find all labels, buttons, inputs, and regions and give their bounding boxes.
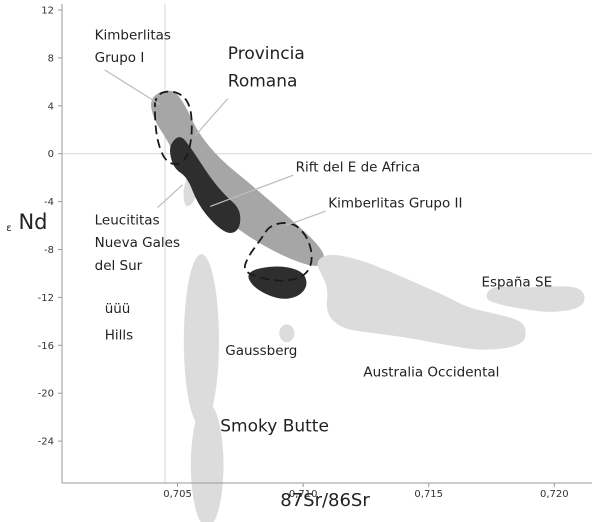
field-smoky-butte: [190, 402, 224, 522]
x-tick-label: 0,705: [163, 489, 192, 500]
y-tick-label: -16: [38, 341, 54, 352]
label-leuc-l2: Nueva Gales: [95, 235, 180, 251]
label-leuc-l3: del Sur: [95, 258, 143, 274]
label-romana-l2: Romana: [228, 72, 298, 92]
field-espana-se: [486, 286, 585, 312]
y-tick-label: -24: [38, 437, 54, 448]
label-kimb1-l2: Grupo I: [95, 50, 145, 66]
y-tick-label: 8: [48, 53, 54, 64]
fields-layer: [62, 4, 592, 522]
field-leucititas-nueva-gales-del-sur: [170, 137, 241, 234]
field-provincia-romana: [151, 90, 325, 266]
field-australia-occidental: [317, 254, 526, 350]
y-tick-label: -12: [38, 293, 54, 304]
label-hills-l1: üüü: [105, 301, 131, 317]
provincia-romana-leader: [194, 98, 229, 137]
label-kimb1-l1: Kimberlitas: [95, 27, 171, 43]
y-tick-label: -4: [44, 197, 54, 208]
label-espana: España SE: [481, 275, 552, 291]
kimberlitas-grupo-ii-leader: [285, 210, 326, 227]
leucititas-leader: [157, 184, 183, 209]
y-tick-label: -8: [44, 245, 54, 256]
y-axis-title: ε Nd: [6, 210, 47, 234]
label-hills-l2: Hills: [105, 327, 133, 343]
x-axis-title: 87Sr/86Sr: [280, 490, 370, 511]
label-smoky: Smoky Butte: [220, 417, 329, 437]
label-rift: Rift del E de Africa: [296, 160, 421, 176]
y-tick-label: 0: [48, 149, 54, 160]
rift-leader: [209, 174, 294, 207]
field-kimberlitas-grupo-ii: [248, 266, 307, 299]
label-austr: Australia Occidental: [363, 364, 499, 380]
y-tick-label: 4: [48, 101, 54, 112]
y-tick-label: 12: [41, 5, 54, 16]
field-leucite-hills: [183, 254, 219, 427]
x-tick-label: 0,710: [289, 489, 318, 500]
outline-kimberlitas-grupo-ii: [243, 222, 313, 282]
kimberlitas-grupo-i-leader: [104, 69, 161, 106]
label-kimb2: Kimberlitas Grupo II: [328, 196, 462, 212]
x-tick-label: 0,720: [540, 489, 569, 500]
y-axis-title-text: Nd: [18, 210, 47, 234]
field-gaussberg: [279, 324, 295, 343]
label-romana-l1: Provincia: [228, 44, 305, 64]
axes-layer: 12 8 4 0 -4 -8 -12 -16 -20 -24 0,705 0,710 0,715 0,72…: [38, 4, 592, 500]
x-tick-label: 0,715: [414, 489, 443, 500]
label-gauss: Gaussberg: [225, 343, 297, 359]
y-tick-label: -20: [38, 389, 54, 400]
labels-layer: Kimberlitas Grupo I Provincia Romana Rift de…: [95, 27, 552, 436]
outline-kimberlitas-grupo-i: [153, 90, 193, 166]
y-axis-title-symbol: ε: [6, 223, 11, 234]
leaders-layer: [104, 69, 326, 227]
label-leuc-l1: Leucititas: [95, 212, 160, 228]
outlines-layer: [153, 90, 313, 282]
